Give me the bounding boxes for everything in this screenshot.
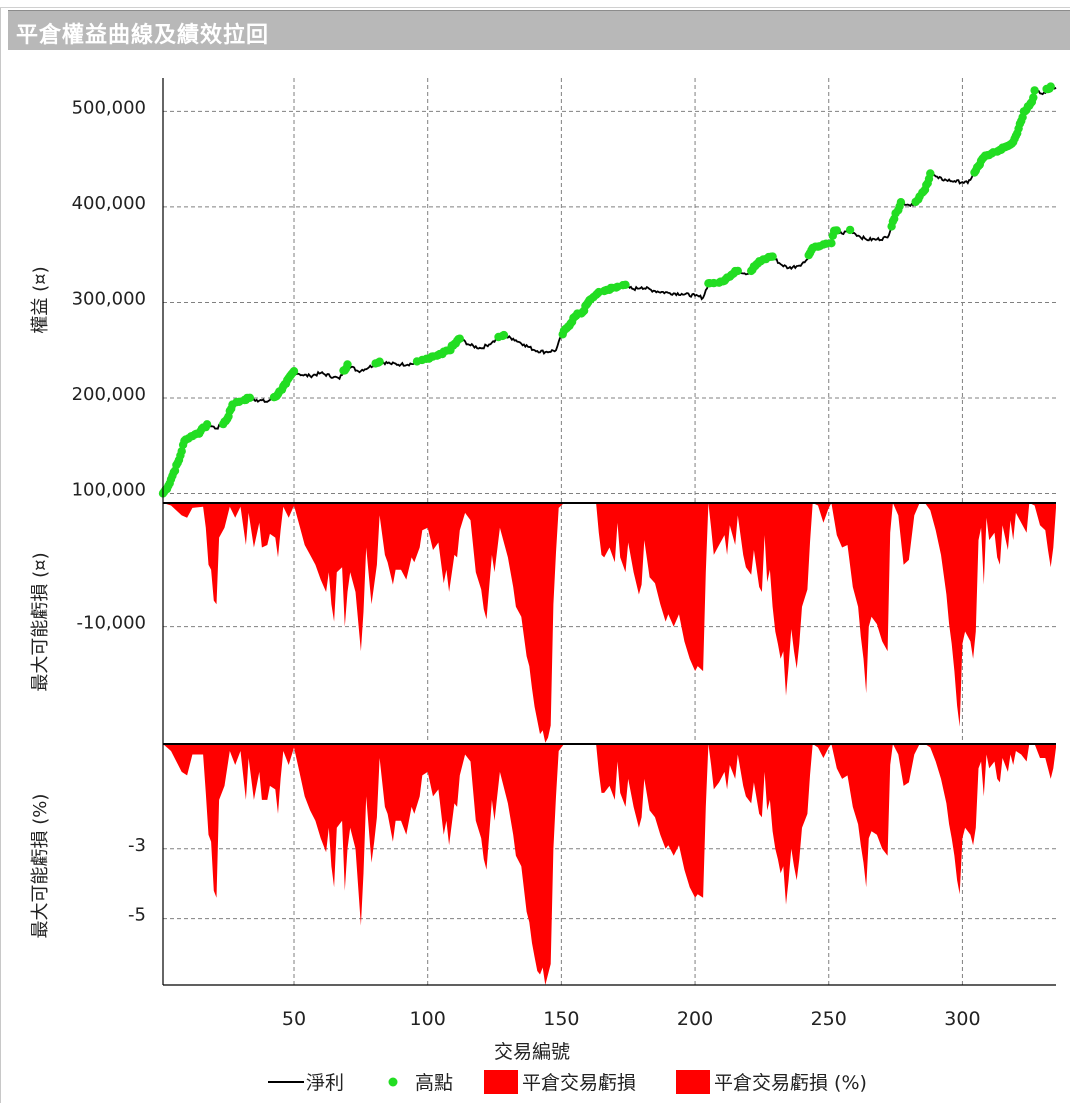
new-high-point [289, 367, 299, 376]
x-tick-label: 200 [677, 1008, 713, 1030]
new-high-point [455, 334, 464, 343]
x-tick-label: 50 [282, 1008, 306, 1030]
y-tick-label: 400,000 [72, 193, 146, 214]
new-high-point [1029, 93, 1038, 102]
new-high-point [827, 239, 836, 248]
legend-swatch-area [484, 1070, 518, 1094]
drawdown-pct-area [163, 744, 1056, 985]
y-axis-title: 權益 (¤) [30, 266, 51, 333]
legend-label: 平倉交易虧損 (%) [714, 1072, 867, 1094]
window-title: 平倉權益曲線及績效拉回 [16, 23, 270, 48]
y-tick-label: -5 [128, 905, 146, 926]
grid-layer [163, 78, 1056, 985]
title-bar: 平倉權益曲線及績效拉回 [8, 10, 1070, 50]
x-tick-label: 250 [811, 1008, 847, 1030]
legend-label: 平倉交易虧損 [522, 1072, 636, 1094]
legend-item: 平倉交易虧損 [484, 1070, 636, 1094]
new-high-point [202, 420, 212, 429]
legend-item: 平倉交易虧損 (%) [676, 1070, 867, 1094]
new-high-point [845, 225, 855, 235]
x-axis-title: 交易編號 [494, 1041, 570, 1063]
new-high-point [1030, 86, 1039, 95]
new-high-point [499, 330, 509, 340]
legend-swatch-dot [388, 1077, 398, 1087]
window-top-strip [0, 0, 1070, 8]
new-high-point [832, 226, 841, 235]
legend-swatch-area [676, 1070, 710, 1094]
new-high-point [896, 198, 906, 207]
new-high-point [621, 280, 630, 289]
legend-item: 淨利 [268, 1072, 344, 1094]
x-tick-label: 300 [944, 1008, 980, 1030]
labels-layer: 50 100 150 200 250 300 100,000 200,000 300,000 40… [30, 97, 981, 1063]
new-high-point [926, 169, 935, 178]
axes-layer [162, 78, 1056, 986]
new-high-point [375, 357, 384, 366]
y-tick-label: 200,000 [72, 384, 146, 405]
y-tick-label: -3 [128, 835, 146, 856]
new-high-point [733, 266, 742, 276]
y-axis-title: 最大可能虧損 (¤) [30, 552, 51, 691]
new-high-point [177, 447, 186, 456]
new-high-point [245, 393, 255, 402]
y-tick-label: 500,000 [72, 97, 146, 118]
legend-item: 高點 [388, 1072, 453, 1094]
y-tick-label: 300,000 [72, 288, 146, 309]
drawdown-pct-panel [163, 744, 1056, 985]
x-tick-label: 150 [543, 1008, 579, 1030]
x-tick-label: 100 [410, 1008, 446, 1030]
y-tick-label: 100,000 [72, 479, 146, 500]
y-tick-label: -10,000 [77, 613, 146, 634]
drawdown-abs-area [163, 503, 1056, 743]
legend-label: 淨利 [306, 1072, 344, 1094]
legend-label: 高點 [415, 1072, 453, 1094]
equity-panel [158, 82, 1057, 498]
new-high-point [343, 360, 352, 369]
new-high-point [768, 252, 777, 261]
drawdown-abs-panel [163, 503, 1056, 743]
legend: 淨利 高點 平倉交易虧損 平倉交易虧損 (%) [268, 1070, 867, 1094]
y-axis-title: 最大可能虧損 (%) [30, 794, 51, 939]
new-high-point [1046, 82, 1055, 91]
